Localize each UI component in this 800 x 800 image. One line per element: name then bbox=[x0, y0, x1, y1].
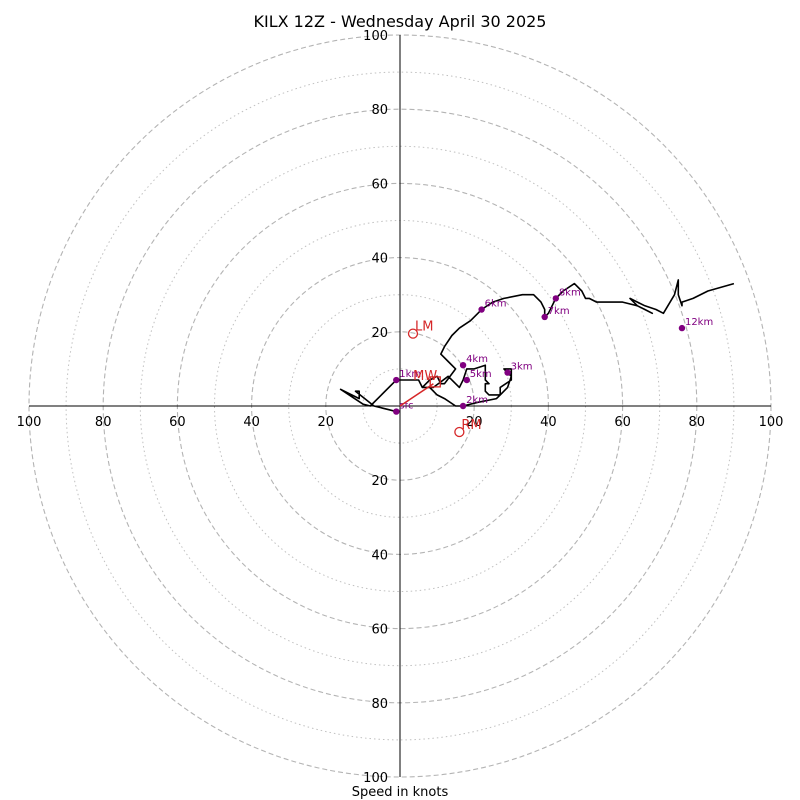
hodograph-trace-layer bbox=[339, 279, 735, 413]
height-marker-label: sfc bbox=[399, 401, 413, 412]
chart-title: KILX 12Z - Wednesday April 30 2025 bbox=[254, 12, 547, 31]
height-marker-label: 4km bbox=[466, 354, 488, 365]
x-tick-label: 40 bbox=[243, 415, 260, 430]
height-marker-4km bbox=[459, 361, 467, 369]
hodograph-trace bbox=[339, 279, 735, 413]
x-tick-label: 60 bbox=[614, 415, 631, 430]
height-marker-label: 12km bbox=[685, 317, 713, 328]
height-markers: sfc 1km 2km 3km 4km 5km 6km 7km 8km 12km bbox=[393, 287, 713, 415]
x-tick-label: 20 bbox=[318, 415, 335, 430]
height-marker-5km bbox=[463, 376, 470, 384]
tick-labels: 100 80 60 40 20 20 40 60 80 100 100 80 60 40 20 20 40 60 8… bbox=[17, 29, 784, 786]
y-tick-label: 60 bbox=[371, 623, 388, 638]
x-axis-label: Speed in knots bbox=[352, 785, 449, 800]
x-tick-label: 80 bbox=[95, 415, 112, 430]
height-marker-1km bbox=[393, 376, 400, 384]
y-tick-label: 40 bbox=[371, 252, 388, 267]
y-tick-label: 60 bbox=[371, 177, 388, 192]
storm-motion-markers: MW LM RM bbox=[399, 320, 482, 438]
height-marker-6km bbox=[478, 306, 485, 313]
y-tick-label: 20 bbox=[371, 474, 388, 489]
right-mover-marker bbox=[454, 426, 465, 438]
height-marker-2km bbox=[459, 402, 467, 410]
y-tick-label: 40 bbox=[371, 548, 388, 563]
height-marker-sfc bbox=[393, 408, 400, 415]
height-marker-label: 5km bbox=[470, 369, 492, 380]
left-mover-label: LM bbox=[415, 320, 433, 335]
x-tick-label: 100 bbox=[17, 415, 42, 430]
height-marker-label: 3km bbox=[511, 362, 533, 373]
x-tick-label: 20 bbox=[466, 415, 483, 430]
mean-wind-vector bbox=[399, 383, 434, 407]
height-marker-7km bbox=[541, 313, 548, 321]
height-marker-8km bbox=[552, 295, 560, 302]
x-tick-label: 100 bbox=[759, 415, 784, 430]
x-tick-label: 80 bbox=[689, 415, 706, 430]
y-tick-label: 100 bbox=[363, 29, 388, 44]
height-marker-label: 8km bbox=[559, 287, 581, 298]
mean-wind-label: MW bbox=[413, 369, 437, 384]
right-mover-label: RM bbox=[461, 418, 481, 433]
x-tick-label: 40 bbox=[540, 415, 557, 430]
height-marker-label: 1km bbox=[399, 369, 421, 380]
y-tick-label: 80 bbox=[371, 697, 388, 712]
height-marker-label: 2km bbox=[466, 395, 488, 406]
height-marker-3km bbox=[504, 369, 511, 376]
y-tick-label: 100 bbox=[363, 771, 388, 786]
y-tick-label: 20 bbox=[371, 326, 388, 341]
height-marker-label: 6km bbox=[485, 299, 507, 310]
height-marker-12km bbox=[678, 324, 686, 332]
mean-wind-marker bbox=[429, 376, 441, 388]
height-marker-label: 7km bbox=[548, 306, 570, 317]
x-tick-label: 60 bbox=[169, 415, 186, 430]
y-tick-label: 80 bbox=[371, 103, 388, 118]
left-mover-marker bbox=[407, 328, 419, 339]
